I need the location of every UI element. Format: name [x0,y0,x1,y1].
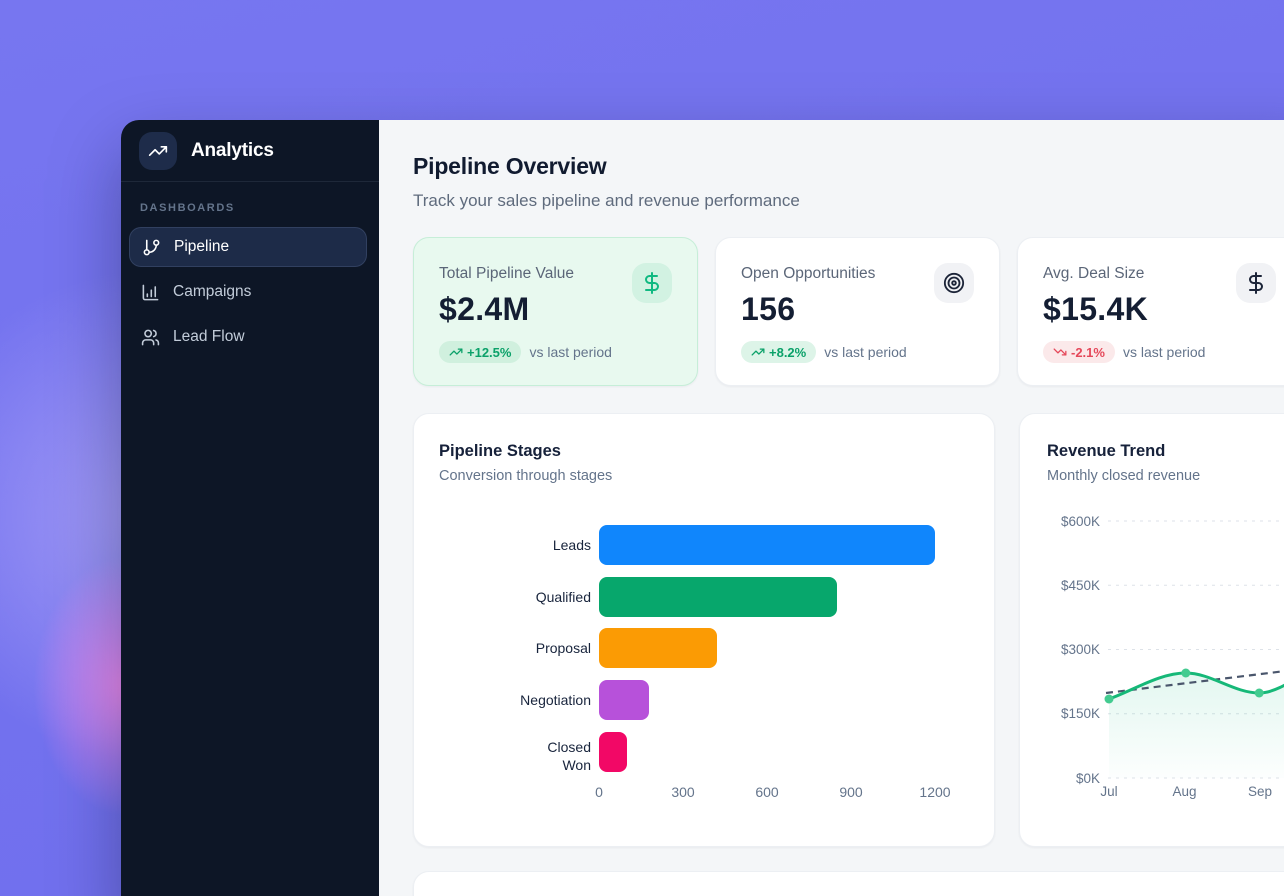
svg-text:$600K: $600K [1061,514,1100,529]
svg-text:$450K: $450K [1061,578,1100,593]
svg-text:$150K: $150K [1061,706,1100,721]
svg-text:Jul: Jul [1100,784,1117,799]
svg-text:Sep: Sep [1248,784,1272,799]
svg-text:Aug: Aug [1172,784,1196,799]
svg-text:$0K: $0K [1076,771,1100,786]
svg-text:$300K: $300K [1061,642,1100,657]
